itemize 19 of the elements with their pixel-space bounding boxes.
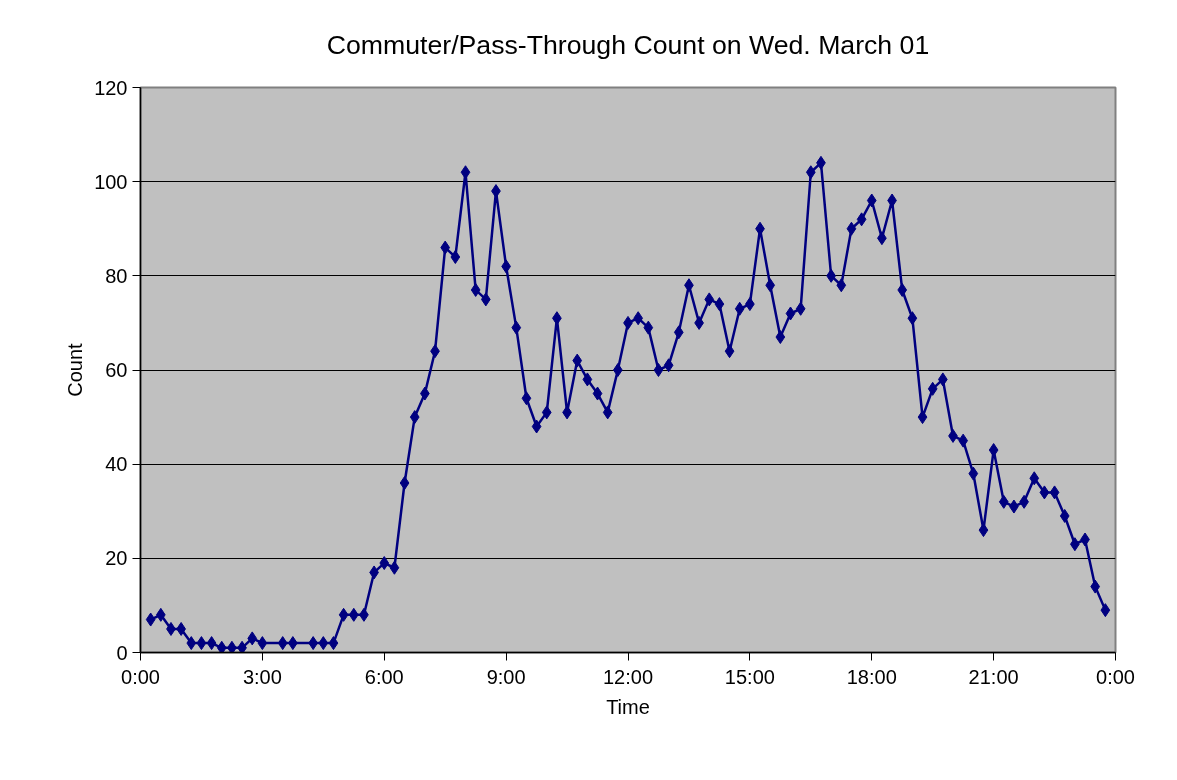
y-tick-label: 0	[116, 641, 128, 664]
y-tick-label: 80	[105, 264, 128, 287]
x-tick-label: 18:00	[846, 665, 897, 688]
chart-title: Commuter/Pass-Through Count on Wed. March 01	[326, 30, 930, 60]
y-axis-title: Count	[64, 342, 87, 397]
x-tick-label: 3:00	[242, 665, 282, 688]
x-tick-label: 6:00	[364, 665, 404, 688]
y-tick-label: 60	[105, 359, 128, 381]
y-tick-label: 120	[94, 76, 128, 99]
x-tick-label: 21:00	[968, 665, 1019, 688]
x-tick-label: 0:00	[1096, 665, 1135, 688]
x-tick-label: 0:00	[121, 665, 160, 688]
x-axis-title: Time	[606, 695, 650, 718]
y-tick-label: 100	[94, 170, 128, 193]
y-tick-label: 40	[105, 453, 128, 476]
x-tick-label: 9:00	[486, 665, 526, 688]
x-tick-label: 15:00	[724, 665, 775, 688]
y-tick-label: 20	[105, 547, 128, 570]
x-tick-label: 12:00	[602, 665, 654, 688]
